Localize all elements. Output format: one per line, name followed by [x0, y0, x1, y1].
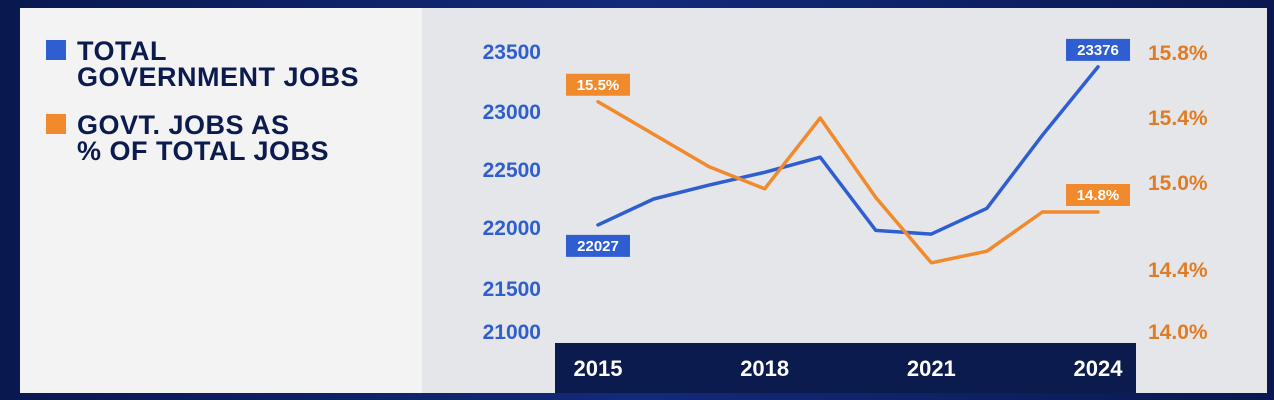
legend-item-govt-pct: GOVT. JOBS AS % OF TOTAL JOBS — [46, 110, 330, 166]
x-tick-label: 2021 — [907, 356, 956, 381]
y-right-tick-label: 15.0% — [1148, 172, 1208, 195]
y-left-tick-label: 22000 — [483, 217, 541, 240]
y-left-tick-label: 21500 — [483, 278, 541, 301]
legend-label-line2: % OF TOTAL JOBS — [77, 136, 330, 166]
legend-swatch-orange — [46, 114, 66, 134]
legend-item-total-jobs: TOTAL GOVERNMENT JOBS — [46, 36, 360, 92]
y-left-tick-label: 23500 — [483, 41, 541, 64]
data-label: 14.8% — [1077, 187, 1120, 204]
legend-label-govt-pct: GOVT. JOBS AS % OF TOTAL JOBS — [77, 110, 330, 166]
data-label: 15.5% — [577, 77, 620, 94]
y-left-tick-label: 22500 — [483, 159, 541, 182]
y-left-tick-label: 23000 — [483, 101, 541, 124]
legend-label-line1: TOTAL — [77, 36, 167, 66]
legend-label-line1: GOVT. JOBS AS — [77, 110, 290, 140]
y-right-tick-label: 14.4% — [1148, 259, 1208, 282]
x-tick-label: 2018 — [740, 356, 789, 381]
legend-label-line2: GOVERNMENT JOBS — [77, 62, 360, 92]
data-label-box — [566, 73, 630, 96]
data-label-box — [1066, 184, 1130, 206]
data-label-box — [566, 234, 630, 257]
y-left-tick-label: 21000 — [483, 321, 541, 344]
series-line-total-jobs — [596, 65, 1100, 236]
legend-label-total-jobs: TOTAL GOVERNMENT JOBS — [77, 36, 360, 92]
y-right-tick-label: 14.0% — [1148, 321, 1208, 344]
y-right-tick-label: 15.4% — [1148, 107, 1208, 130]
legend-panel: TOTAL GOVERNMENT JOBS GOVT. JOBS AS % OF… — [20, 8, 422, 393]
x-tick-label: 2015 — [574, 356, 623, 381]
series-line-govt-pct — [596, 100, 1100, 265]
data-label: 23376 — [1077, 42, 1119, 59]
data-label-box — [1066, 38, 1130, 61]
x-tick-label: 2024 — [1074, 356, 1124, 381]
x-axis-band — [555, 343, 1136, 393]
legend-swatch-blue — [46, 40, 66, 60]
y-right-tick-label: 15.8% — [1148, 42, 1208, 65]
data-label: 22027 — [577, 238, 619, 255]
